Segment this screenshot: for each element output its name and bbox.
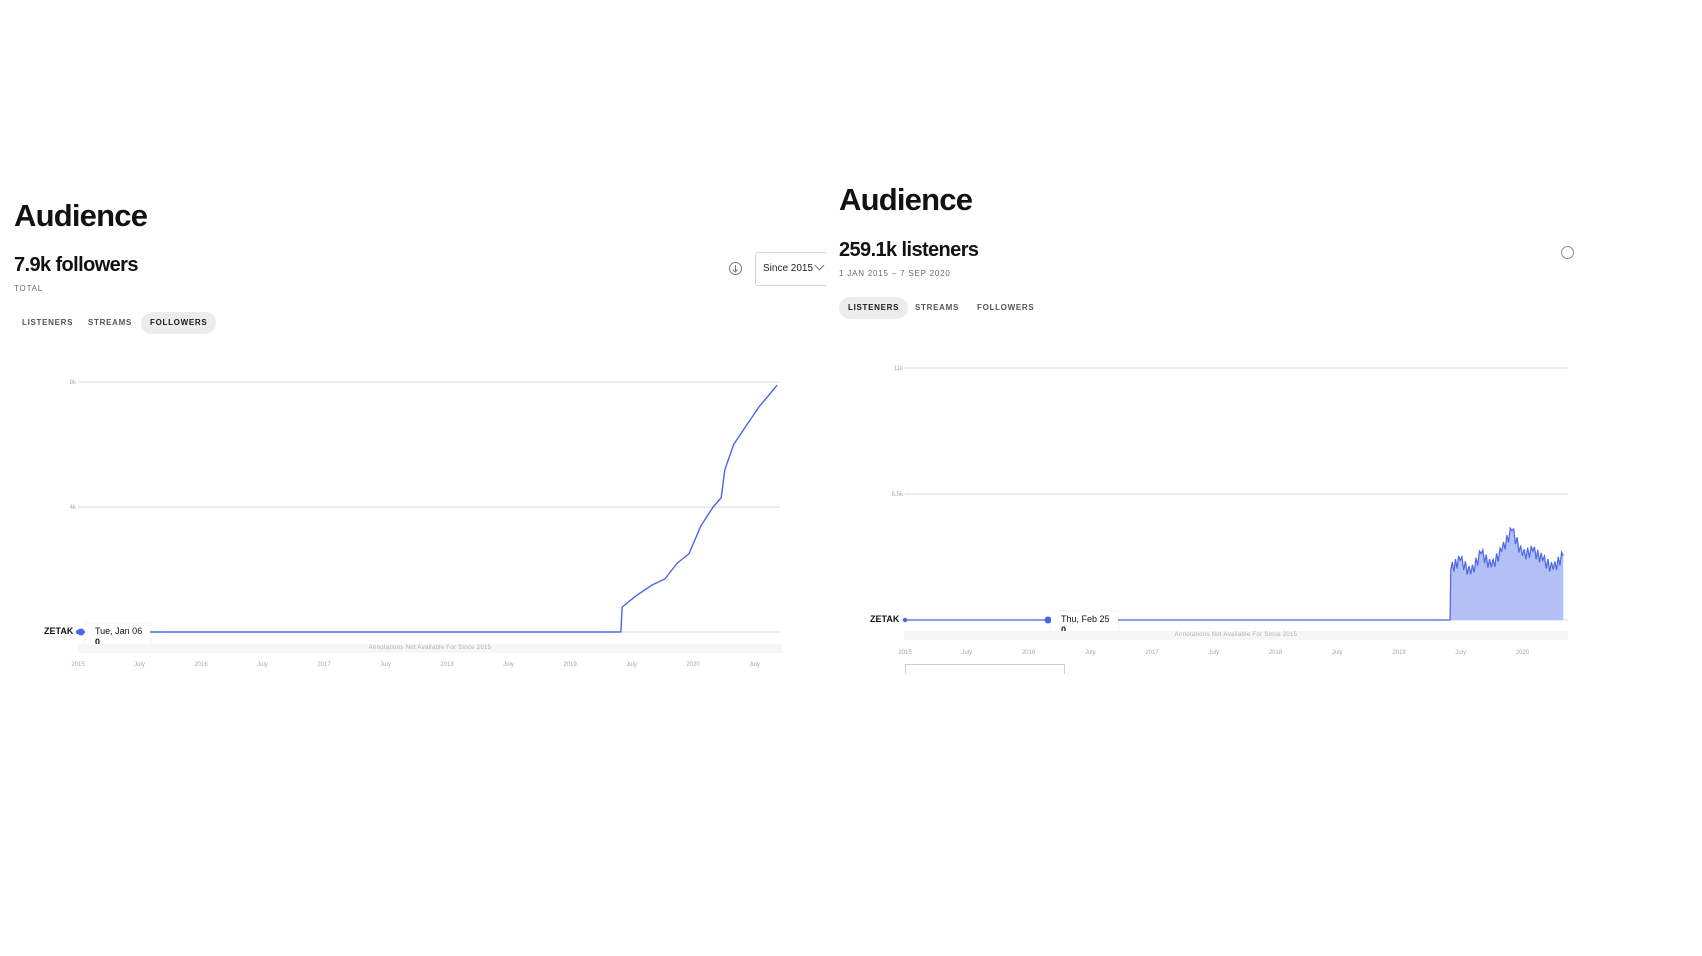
download-icon[interactable] [729, 262, 742, 275]
x-tick-label: 2016 [194, 662, 208, 668]
x-tick-label: 2019 [563, 662, 577, 668]
x-tick-label: July [626, 662, 637, 668]
download-icon[interactable] [1561, 246, 1574, 259]
x-tick-label: July [961, 650, 972, 656]
page-title: Audience [14, 198, 148, 233]
x-tick-label: July [1332, 650, 1343, 656]
total-label: TOTAL [14, 284, 44, 293]
y-tick-label: 5.5k [892, 492, 904, 498]
x-tick-label: 2015 [71, 662, 85, 668]
x-tick-label: 2015 [898, 650, 912, 656]
y-tick-label: 8k [70, 380, 77, 386]
tooltip-date: Tue, Jan 06 [95, 626, 143, 636]
annotations-note: Annotations Not Available For Since 2015 [904, 631, 1568, 640]
x-tick-label: 2018 [440, 662, 454, 668]
date-range-label: Since 2015 [763, 263, 814, 274]
date-range-select[interactable]: Since 2015 [755, 252, 826, 286]
tooltip-value: 0 [95, 637, 101, 647]
tooltip-value: 0 [1061, 625, 1067, 635]
x-tick-label: July [134, 662, 145, 668]
tab-followers[interactable]: FOLLOWERS [977, 303, 1035, 312]
x-tick-label: 2018 [1269, 650, 1283, 656]
followers-chart[interactable]: 8k 4k 2015 July 2016 July 2017 July 2018 July 2019… [0, 0, 830, 700]
artist-label: ZETAK [44, 626, 74, 636]
series-line [905, 526, 1564, 621]
tab-followers[interactable]: FOLLOWERS [141, 312, 217, 334]
tooltip-date: Thu, Feb 25 [1061, 614, 1110, 624]
x-tick-label: July [503, 662, 514, 668]
x-tick-label: 2017 [317, 662, 331, 668]
listeners-total: 259.1k listeners [839, 239, 979, 261]
y-tick-label: 4k [70, 505, 77, 511]
artist-label: ZETAK [870, 614, 900, 624]
x-tick-label: 2016 [1022, 650, 1036, 656]
x-tick-label: July [1208, 650, 1219, 656]
date-range-caption: 1 JAN 2015 – 7 SEP 2020 [839, 269, 951, 278]
y-tick-label: 11k [894, 366, 904, 372]
series-line [78, 384, 778, 633]
start-marker [902, 617, 908, 623]
followers-total: 7.9k followers [14, 254, 138, 276]
tab-listeners[interactable]: LISTENERS [839, 297, 909, 319]
tab-streams[interactable]: STREAMS [88, 318, 133, 327]
x-tick-label: 2020 [686, 662, 700, 668]
annotations-note: Annotations Not Available For Since 2015 [78, 644, 782, 653]
x-tick-label: 2020 [1516, 650, 1530, 656]
x-tick-label: July [380, 662, 391, 668]
x-tick-label: July [1455, 650, 1466, 656]
x-tick-label: 2017 [1145, 650, 1159, 656]
x-tick-label: July [1085, 650, 1096, 656]
series-area [905, 528, 1564, 620]
hover-marker [77, 628, 85, 636]
tab-listeners[interactable]: LISTENERS [22, 318, 74, 327]
x-tick-label: July [749, 662, 760, 668]
listeners-chart[interactable]: 11k 5.5k 2015 July 2016 July 2017 July 2018 July 2… [0, 0, 1702, 700]
x-tick-label: July [257, 662, 268, 668]
page-title: Audience [839, 182, 973, 217]
legend-box [905, 664, 1065, 674]
x-tick-label: 2019 [1392, 650, 1406, 656]
tab-streams[interactable]: STREAMS [915, 303, 960, 312]
hover-marker [1044, 616, 1052, 624]
